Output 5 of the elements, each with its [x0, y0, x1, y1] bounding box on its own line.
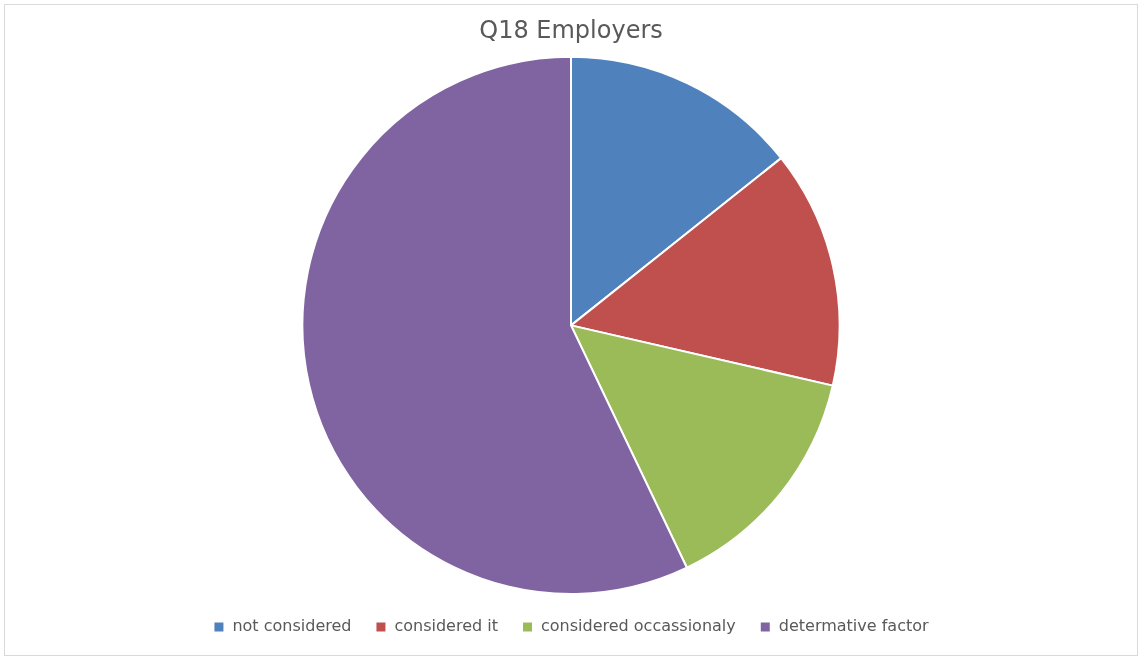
legend-label: determative factor — [778, 616, 929, 636]
legend-label: considered it — [394, 616, 498, 636]
legend-label: not considered — [232, 616, 352, 636]
chart-title: Q18 Employers — [479, 15, 663, 44]
legend-label: considered occassionaly — [541, 616, 736, 636]
